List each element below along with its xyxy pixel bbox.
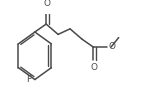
Text: O: O bbox=[44, 0, 51, 8]
Text: O: O bbox=[109, 42, 116, 51]
Text: O: O bbox=[90, 63, 97, 72]
Text: F: F bbox=[26, 75, 31, 84]
